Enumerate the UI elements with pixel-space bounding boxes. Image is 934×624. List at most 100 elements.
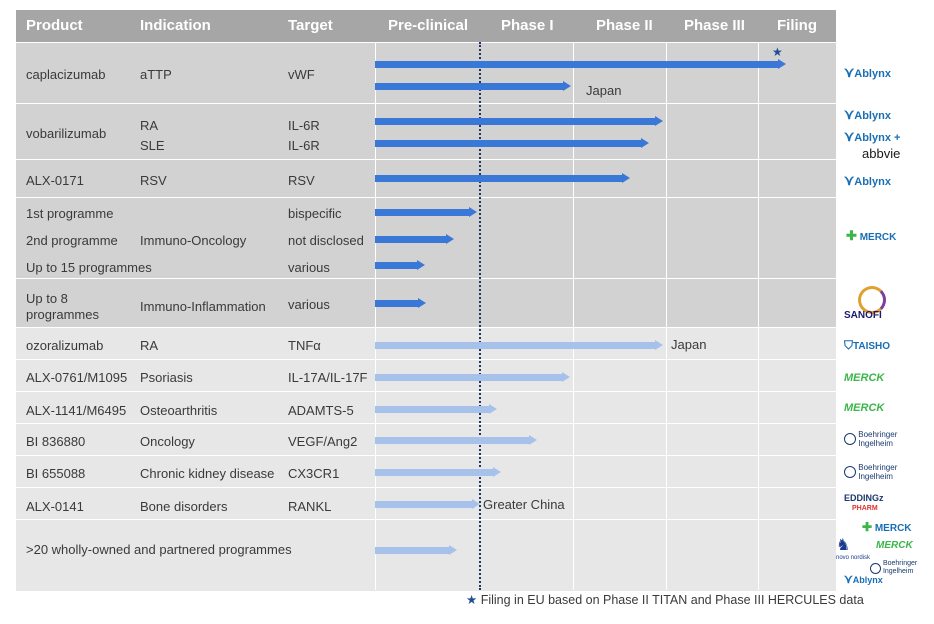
- progress-arrow: [417, 298, 426, 308]
- merck-green-logo: MERCK: [844, 402, 885, 414]
- boehringer-logo: Boehringer Ingelheim: [844, 430, 897, 448]
- boehringer-logo: Boehringer Ingelheim: [844, 463, 897, 481]
- progress-arrow: [468, 207, 477, 217]
- product-name: ALX-0761/M1095: [26, 370, 128, 385]
- progress-bar: [375, 547, 451, 554]
- note-japan: Japan: [586, 83, 622, 98]
- today-dotted-line: [479, 42, 481, 590]
- progress-bar: [375, 262, 418, 269]
- logo-text: Ablynx: [854, 110, 891, 122]
- logo-text: MERCK: [874, 523, 912, 534]
- abbvie-logo: abbvie: [862, 146, 901, 161]
- logo-text: Ingelheim: [858, 472, 893, 481]
- footnote-text: Filing in EU based on Phase II TITAN and…: [480, 593, 864, 607]
- row-bi-836880: BI 836880 Oncology VEGF/Ang2: [16, 423, 836, 456]
- logo-text: Ablynx: [854, 68, 891, 80]
- progress-arrow: [641, 138, 650, 148]
- novo-nordisk-logo: ♞ novo nordisk: [836, 535, 870, 561]
- target: IL-6R: [288, 138, 320, 153]
- target: bispecific: [288, 206, 342, 221]
- indication: SLE: [140, 138, 165, 153]
- ablynx-logo: ⋎Ablynx: [844, 106, 891, 123]
- merck-logo: ✚ MERCK: [846, 228, 896, 244]
- progress-bar: [375, 469, 494, 476]
- ablynx-plus-logo: ⋎Ablynx +: [844, 128, 900, 145]
- product-name: Up to 15 programmes: [26, 260, 152, 275]
- target: RANKL: [288, 499, 332, 514]
- target: VEGF/Ang2: [288, 434, 358, 449]
- ablynx-logo: ⋎Ablynx: [844, 172, 891, 189]
- progress-bar: [375, 236, 447, 243]
- product-name: BI 836880: [26, 434, 86, 449]
- progress-arrow: [416, 260, 425, 270]
- note-greater-china: Greater China: [483, 497, 565, 512]
- logo-text: Ablynx: [854, 176, 891, 188]
- ablynx-icon: ⋎: [844, 172, 855, 188]
- phase-divider: [573, 42, 574, 590]
- indication: RSV: [140, 173, 167, 188]
- target: CX3CR1: [288, 466, 340, 481]
- target: various: [288, 260, 330, 275]
- progress-bar: [375, 140, 643, 147]
- boehringer-icon: [844, 433, 856, 445]
- product-name: ALX-1141/M6495: [26, 403, 127, 418]
- header-row: Product Indication Target Pre-clinical P…: [16, 10, 836, 42]
- header-phase-2: Phase II: [596, 17, 653, 34]
- ablynx-logo: ⋎Ablynx: [844, 572, 883, 586]
- row-vobarilizumab: vobarilizumab RA SLE IL-6R IL-6R: [16, 103, 836, 160]
- star-icon: ★: [466, 593, 478, 607]
- row-immuno-inflammation: Up to 8 programmes Immuno-Inflammation v…: [16, 278, 836, 328]
- product-name: programmes: [26, 307, 99, 322]
- product-name: ozoralizumab: [26, 338, 104, 353]
- row-caplacizumab: caplacizumab aTTP vWF Japan: [16, 42, 836, 104]
- indication: Osteoarthritis: [140, 403, 218, 418]
- progress-bar: [375, 342, 657, 349]
- progress-bar: [375, 209, 470, 216]
- target: not disclosed: [288, 233, 364, 248]
- boehringer-logo: Boehringer Ingelheim: [870, 560, 917, 576]
- indication: Immuno-Inflammation: [140, 299, 266, 314]
- ablynx-icon: ⋎: [844, 64, 855, 80]
- header-indication: Indication: [140, 17, 211, 34]
- target: vWF: [288, 67, 315, 82]
- header-preclinical: Pre-clinical: [388, 17, 469, 34]
- taisho-logo: ⛉TAISHO: [844, 338, 890, 353]
- product-name: caplacizumab: [26, 67, 106, 82]
- progress-bar: [375, 61, 780, 68]
- logo-text: Boehringer: [858, 430, 898, 439]
- indication: Immuno-Oncology: [140, 233, 247, 248]
- logo-text: TAISHO: [853, 341, 891, 352]
- progress-arrow: [563, 81, 572, 91]
- logo-text: Ablynx: [852, 575, 883, 585]
- indication: Psoriasis: [140, 370, 193, 385]
- phase-divider: [758, 42, 759, 590]
- progress-bar: [375, 118, 657, 125]
- progress-arrow: [449, 545, 458, 555]
- progress-arrow: [778, 59, 787, 69]
- footnote: ★ Filing in EU based on Phase II TITAN a…: [466, 592, 864, 607]
- logo-text: novo nordisk: [836, 555, 871, 561]
- progress-bar: [375, 437, 531, 444]
- ablynx-icon: ⋎: [844, 572, 853, 586]
- logo-text: PHARM: [852, 505, 878, 512]
- target: IL-17A/IL-17F: [288, 370, 368, 385]
- progress-arrow: [488, 404, 497, 414]
- progress-bar: [375, 406, 490, 413]
- header-target: Target: [288, 17, 333, 34]
- boehringer-icon: [844, 466, 856, 478]
- progress-bar: [375, 83, 565, 90]
- merck-green-logo: MERCK: [844, 372, 885, 384]
- indication: Oncology: [140, 434, 195, 449]
- product-name: >20 wholly-owned and partnered programme…: [26, 542, 292, 557]
- merck-logo: ✚ MERCK: [862, 520, 912, 534]
- progress-arrow: [446, 234, 454, 244]
- header-filing: Filing: [777, 17, 817, 34]
- phase-divider: [375, 42, 376, 590]
- ablynx-icon: ⋎: [844, 128, 855, 144]
- indication: aTTP: [140, 67, 172, 82]
- product-name: BI 655088: [26, 466, 86, 481]
- logo-text: Boehringer: [858, 463, 898, 472]
- phase-divider: [666, 42, 667, 590]
- target: ADAMTS-5: [288, 403, 354, 418]
- logo-text: MERCK: [859, 232, 897, 243]
